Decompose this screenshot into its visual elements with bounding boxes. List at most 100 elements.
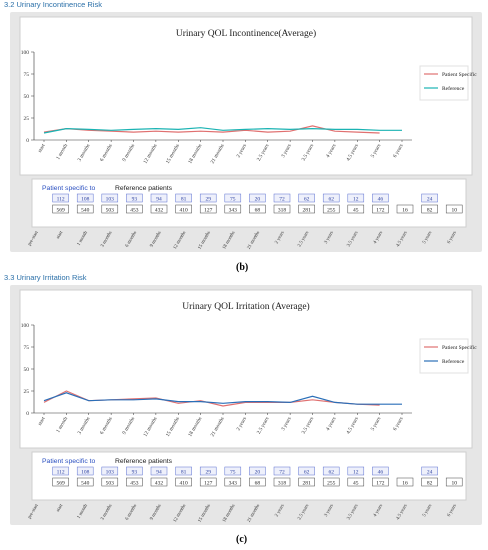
- reference-count: 503: [106, 480, 115, 486]
- patient-count-cell: [76, 193, 94, 203]
- patient-count-cell: [298, 466, 315, 476]
- y-tick-label: 100: [21, 323, 30, 329]
- table-title-reference: Reference patients: [115, 185, 173, 192]
- table-column-label: 1 month: [77, 503, 90, 520]
- reference-count: 540: [81, 207, 90, 213]
- reference-count: 255: [327, 480, 336, 486]
- reference-count: 453: [130, 480, 139, 486]
- reference-count: 82: [427, 207, 433, 213]
- reference-count-cell: [76, 204, 94, 214]
- table-column-label: 18 months: [222, 503, 236, 523]
- reference-count-cell: [322, 204, 340, 214]
- table-column-label: start: [56, 230, 65, 240]
- reference-count: 569: [56, 480, 65, 486]
- table-column-label: 3 years: [324, 503, 335, 517]
- x-tick-label: start: [37, 143, 47, 154]
- reference-count-cell: [199, 204, 217, 214]
- table-column-label: 3.5 years: [347, 503, 360, 521]
- chart-title: Urinary QOL Irritation (Average): [182, 301, 309, 312]
- table-column-label: 21 months: [247, 503, 261, 523]
- patient-count: 12: [353, 469, 359, 475]
- patient-count-cell: [76, 466, 94, 476]
- reference-count-cell: [175, 204, 192, 214]
- patient-count: 93: [132, 196, 138, 202]
- table-column-label: 2 years: [275, 230, 286, 244]
- table-column-label: 15 months: [198, 230, 212, 250]
- patient-count: 20: [255, 196, 261, 202]
- y-tick-label: 75: [24, 345, 30, 351]
- table-column-label: 9 months: [150, 230, 163, 248]
- patient-count: 93: [132, 469, 138, 475]
- patient-count: 112: [57, 196, 65, 202]
- legend: [419, 338, 469, 374]
- patient-count-cell: [150, 466, 168, 476]
- reference-count: 410: [179, 480, 188, 486]
- reference-count: 127: [204, 207, 213, 213]
- patient-count-cell: [322, 466, 340, 476]
- patient-count-cell: [273, 466, 291, 476]
- table-box: [31, 178, 467, 228]
- chart-title: Urinary QOL Incontinence(Average): [176, 28, 316, 39]
- count-table: Patient specific to Reference patients 112…: [27, 451, 467, 523]
- patient-count-cell: [372, 466, 389, 476]
- patient-count-cell: [52, 193, 69, 203]
- reference-count-cell: [298, 477, 315, 487]
- reference-count: 432: [155, 207, 164, 213]
- table-column-label: 6 years: [447, 230, 458, 244]
- reference-count-cell: [126, 204, 143, 214]
- table-column-label: pre-start: [27, 503, 40, 520]
- table-column-label: 5 years: [422, 503, 433, 517]
- table-column-label: 2.5 years: [297, 503, 310, 521]
- patient-count: 108: [81, 196, 90, 202]
- reference-count: 503: [106, 207, 115, 213]
- patient-count: 75: [230, 469, 236, 475]
- patient-count: 103: [106, 469, 115, 475]
- legend-label: Reference: [442, 358, 465, 365]
- table-column-label: 1 month: [77, 230, 90, 247]
- table-title-reference: Reference patients: [115, 458, 173, 465]
- reference-count: 16: [402, 207, 408, 213]
- patient-count: 108: [81, 469, 90, 475]
- table-column-label: 12 months: [173, 503, 187, 523]
- table-column-label: pre-start: [27, 230, 40, 247]
- patient-count: 103: [106, 196, 115, 202]
- patient-count: 29: [205, 469, 211, 475]
- reference-count-cell: [298, 204, 315, 214]
- reference-count-cell: [372, 204, 389, 214]
- legend: [419, 65, 469, 101]
- reference-count-cell: [224, 204, 242, 214]
- table-column-label: 9 months: [150, 503, 163, 521]
- y-tick-label: 75: [24, 72, 30, 78]
- patient-count-cell: [347, 193, 365, 203]
- table-column-label: 3.5 years: [347, 230, 360, 248]
- table-column-label: 5 years: [422, 230, 433, 244]
- table-column-label: start: [56, 503, 65, 513]
- reference-count-cell: [126, 477, 143, 487]
- y-tick-label: 50: [24, 367, 30, 373]
- patient-count-cell: [199, 193, 217, 203]
- reference-count: 318: [278, 480, 287, 486]
- reference-count: 432: [155, 480, 164, 486]
- patient-count: 94: [156, 196, 162, 202]
- reference-count-cell: [101, 477, 119, 487]
- y-tick-label: 100: [21, 50, 30, 56]
- patient-count: 75: [230, 196, 236, 202]
- line-chart: Urinary QOL Irritation (Average) 0 25 50 75 1…: [19, 289, 477, 449]
- reference-count-cell: [52, 204, 69, 214]
- patient-count: 62: [328, 469, 334, 475]
- patient-count-cell: [273, 193, 291, 203]
- chart-background: [19, 16, 473, 176]
- table-column-label: 2.5 years: [297, 230, 310, 248]
- table-column-label: 15 months: [198, 503, 212, 523]
- table-column-label: 3 years: [324, 230, 335, 244]
- reference-count-cell: [101, 204, 119, 214]
- patient-count: 24: [427, 196, 433, 202]
- table-column-label: 4.5 years: [396, 230, 409, 248]
- legend-label: Patient Specific: [442, 344, 477, 351]
- reference-count: 540: [81, 480, 90, 486]
- reference-count: 343: [229, 480, 238, 486]
- section-heading: 3.3 Urinary Irritation Risk: [4, 273, 87, 282]
- patient-count: 46: [378, 196, 384, 202]
- patient-count-cell: [347, 466, 365, 476]
- patient-count: 112: [57, 469, 65, 475]
